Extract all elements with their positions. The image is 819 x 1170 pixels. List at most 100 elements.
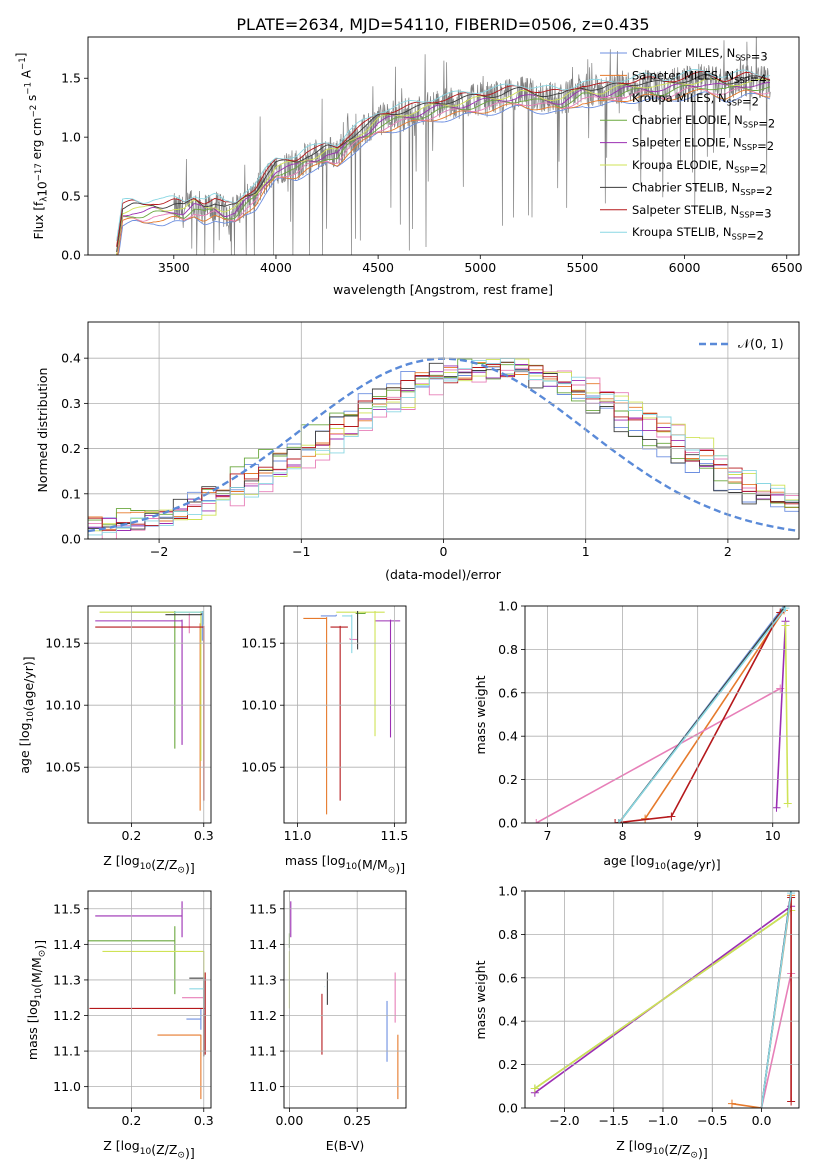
x-axis-label-part: )]: [185, 861, 195, 876]
axes-frame: [524, 890, 800, 1109]
y-tick-label: 11.5: [249, 901, 277, 916]
x-axis-label-part: (Z/Z: [664, 1142, 690, 1157]
y-axis-label: Normed distribution: [35, 368, 50, 493]
y-axis-label: age [log10(age/yr)]: [17, 656, 36, 773]
y-tick-label: 0.6: [498, 685, 518, 700]
y-tick-label: 11.4: [249, 937, 277, 952]
x-tick-label: 0.2: [121, 828, 141, 843]
x-tick-label: 6000: [669, 260, 701, 275]
x-axis-label-part: (Z/Z: [151, 857, 177, 872]
residuals-panel: −2 −1 0 1 2 0.0 0.1 0.2 0.3 0.4 𝒩(0, 1) (data-model…: [35, 321, 800, 582]
legend-label: 𝒩(0, 1): [738, 336, 784, 351]
y-tick-label: 11.2: [249, 1008, 277, 1023]
y-axis-label-part: A: [19, 69, 33, 82]
legend-label-part: Salpeter MILES, N: [632, 68, 734, 82]
series-marker: [772, 803, 781, 812]
x-axis-label: Z [log10(Z/Z⊙)]: [103, 1138, 194, 1161]
y-tick-label: 11.1: [53, 1044, 81, 1059]
x-axis-label-part: 10: [346, 862, 358, 872]
x-axis-label-part: ⊙: [388, 866, 396, 876]
y-tick-label: 0.5: [61, 189, 81, 204]
y-tick-label: 0.4: [498, 729, 518, 744]
axes-frame: [87, 321, 800, 540]
x-axis-label: mass [log10(M/M⊙)]: [285, 853, 405, 876]
y-tick-label: 0.2: [498, 1057, 518, 1072]
axes-frame: [87, 605, 212, 824]
legend-label-part: =4: [750, 72, 767, 86]
y-tick-label: 0.3: [61, 396, 81, 411]
x-axis-label-part: mass [log: [285, 853, 346, 868]
series-marker: [787, 1097, 796, 1106]
y-axis-label-part: −17: [34, 163, 44, 181]
series-line: [618, 607, 787, 823]
legend-label: Kroupa MILES, NSSP=2: [632, 91, 759, 108]
y-tick-label: 10.05: [45, 760, 81, 775]
y-axis-label-part: Flux [f: [32, 201, 46, 239]
y-tick-label: 0.4: [61, 351, 81, 366]
legend-label-part: SSP: [732, 232, 747, 242]
mass-vs-ebv-panel: 0.00 0.25 11.0 11.1 11.2 11.3 11.4 11.5 E(B-V): [249, 890, 407, 1153]
x-tick-label: 10: [765, 828, 781, 843]
x-axis-label-part: )]: [185, 1146, 195, 1161]
x-tick-label: 3500: [158, 260, 190, 275]
y-axis-label-part: )]: [33, 940, 48, 950]
x-axis-label-part: (age/yr)]: [666, 857, 721, 872]
x-axis-label-part: 10: [140, 1147, 152, 1157]
legend-label-part: SSP: [742, 142, 757, 152]
y-tick-label: 0.0: [498, 1101, 518, 1116]
legend-label: Salpeter ELODIE, NSSP=2: [632, 136, 774, 153]
y-axis-label-part: (M/M: [29, 957, 44, 988]
y-axis-label-part: −1: [18, 57, 28, 70]
y-tick-label: 10.10: [45, 698, 81, 713]
legend-label-part: Chabrier MILES, N: [632, 46, 735, 60]
legend-label-part: Chabrier ELODIE, N: [632, 113, 743, 127]
x-tick-label: −0.5: [697, 1113, 727, 1128]
y-tick-label: 0.8: [498, 927, 518, 942]
x-tick-label: 1: [582, 544, 590, 559]
model-line: [116, 69, 771, 242]
y-tick-label: 11.3: [249, 972, 277, 987]
y-tick-label: 10.10: [241, 698, 277, 713]
x-tick-label: 4000: [260, 260, 292, 275]
model-line: [116, 73, 771, 252]
legend-label-part: Salpeter ELODIE, N: [632, 136, 742, 150]
y-tick-label: 0.2: [498, 772, 518, 787]
series-line: [644, 609, 785, 820]
x-axis-label-part: ⊙: [690, 1151, 698, 1161]
legend-label-part: =2: [750, 161, 767, 175]
x-axis-label-part: (M/M: [357, 857, 388, 872]
x-axis-label-part: (Z/Z: [151, 1142, 177, 1157]
legend-label-part: Kroupa MILES, N: [632, 91, 727, 105]
legend-label-part: =2: [757, 139, 774, 153]
y-tick-label: 10.15: [45, 636, 81, 651]
legend-label: Kroupa ELODIE, NSSP=2: [632, 158, 767, 175]
y-axis-label-part: −2: [29, 105, 39, 118]
x-axis-label-part: )]: [395, 861, 405, 876]
axes-frame: [87, 36, 800, 256]
legend-label-part: SSP: [735, 52, 750, 62]
legend-label: Salpeter STELIB, NSSP=3: [632, 203, 772, 220]
legend-label-part: SSP: [734, 164, 749, 174]
y-tick-label: 0.1: [61, 486, 81, 501]
legend-label-part: Kroupa ELODIE, N: [632, 158, 734, 172]
figure-title: PLATE=2634, MJD=54110, FIBERID=0506, z=0…: [236, 15, 649, 34]
x-tick-label: 0.3: [194, 828, 214, 843]
y-axis-label-part: s: [25, 95, 39, 105]
y-tick-label: 11.2: [53, 1008, 81, 1023]
x-tick-label: 0.2: [121, 1113, 141, 1128]
series-marker: [614, 819, 623, 823]
plot-area: [532, 606, 792, 823]
y-axis-label: mass weight: [473, 675, 488, 754]
y-tick-label: 0.8: [498, 642, 518, 657]
plot-area: [88, 901, 206, 1100]
y-tick-label: 0.2: [61, 441, 81, 456]
legend-label: Kroupa STELIB, NSSP=2: [632, 225, 764, 242]
legend-label-part: =2: [747, 229, 764, 243]
x-axis-label-part: Z [log: [103, 853, 139, 868]
y-axis-label-part: ]: [14, 53, 28, 58]
x-axis-label-part: 10: [653, 1147, 665, 1157]
series-marker: [781, 606, 790, 613]
y-tick-label: 11.0: [53, 1079, 81, 1094]
series-marker: [787, 891, 796, 898]
